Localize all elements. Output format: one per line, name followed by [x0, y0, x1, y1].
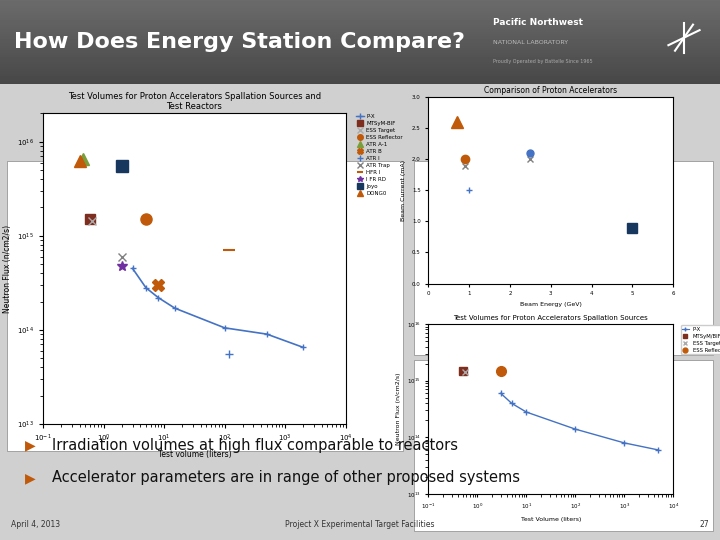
Line: P-X: P-X [498, 390, 661, 453]
P-X [171, 305, 179, 312]
X-axis label: Beam Energy (GeV): Beam Energy (GeV) [520, 302, 582, 307]
Text: Pacific Northwest: Pacific Northwest [493, 18, 583, 28]
Text: 27: 27 [700, 521, 709, 529]
X-axis label: Test volume (liters): Test volume (liters) [158, 450, 231, 459]
FancyBboxPatch shape [414, 360, 713, 531]
P-X [496, 390, 505, 396]
P-X [522, 409, 531, 415]
Text: Proudly Operated by Battelle Since 1965: Proudly Operated by Battelle Since 1965 [493, 58, 593, 64]
Legend: P-X, MTSyM/BIF, ESS Target, ESS Reflector: P-X, MTSyM/BIF, ESS Target, ESS Reflecto… [680, 325, 720, 354]
P-X [154, 294, 163, 301]
P-X [620, 440, 629, 446]
P-X [128, 265, 137, 272]
P-X [654, 447, 663, 453]
P-X [263, 331, 271, 338]
Text: NATIONAL LABORATORY: NATIONAL LABORATORY [493, 40, 568, 45]
Text: How Does Energy Station Compare?: How Does Energy Station Compare? [14, 32, 465, 52]
P-X [571, 426, 580, 433]
Text: Irradiation volumes at high flux comparable to reactors: Irradiation volumes at high flux compara… [52, 438, 458, 453]
Text: ▶: ▶ [25, 471, 36, 485]
Y-axis label: Beam Current (mA): Beam Current (mA) [402, 160, 407, 221]
Text: April 4, 2013: April 4, 2013 [11, 521, 60, 529]
P-X [299, 344, 307, 350]
Title: Test Volumes for Proton Accelerators Spallation Sources: Test Volumes for Proton Accelerators Spa… [454, 315, 648, 321]
Y-axis label: Neutron Flux (n/cm2/s): Neutron Flux (n/cm2/s) [3, 225, 12, 313]
FancyBboxPatch shape [414, 161, 713, 355]
Legend: P-X, MTSyM-BIF, ESS Target, ESS Reflector, ATR A-1, ATR B, ATR I, ATR Trap, HFR : P-X, MTSyM-BIF, ESS Target, ESS Reflecto… [354, 113, 404, 197]
Line: P-X: P-X [129, 265, 307, 351]
Text: ▶: ▶ [25, 438, 36, 453]
Text: Project X Experimental Target Facilities: Project X Experimental Target Facilities [285, 521, 435, 529]
P-X [142, 285, 150, 291]
FancyBboxPatch shape [7, 161, 403, 451]
X-axis label: Test Volume (liters): Test Volume (liters) [521, 517, 581, 522]
Text: Accelerator parameters are in range of other proposed systems: Accelerator parameters are in range of o… [52, 470, 520, 485]
Title: Test Volumes for Proton Accelerators Spallation Sources and
Test Reactors: Test Volumes for Proton Accelerators Spa… [68, 92, 321, 111]
P-X [220, 325, 229, 331]
Y-axis label: Neutron Flux (n/cm2/s): Neutron Flux (n/cm2/s) [397, 373, 402, 446]
P-X [508, 400, 516, 407]
Title: Comparison of Proton Accelerators: Comparison of Proton Accelerators [485, 86, 617, 95]
